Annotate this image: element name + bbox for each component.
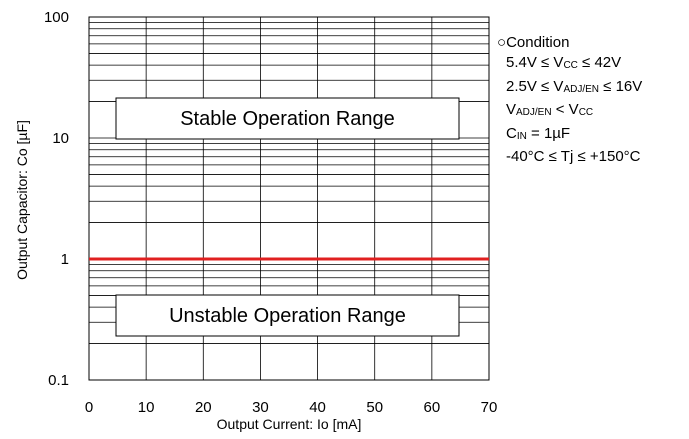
x-tick-label: 40: [309, 399, 326, 416]
condition-vadj-range: 2.5V ≤ VADJ/EN ≤ 16V: [506, 77, 643, 95]
conditions-heading: ○Condition: [497, 34, 570, 51]
annotations: Stable Operation Range Unstable Operatio…: [115, 97, 460, 337]
tick-labels: 0 10 20 30 40 50 60 70 0.1 1 10 100: [44, 9, 497, 416]
unstable-box: [115, 294, 460, 337]
y-tick-label: 0.1: [48, 372, 69, 389]
y-tick-label: 1: [61, 251, 69, 268]
x-tick-label: 10: [138, 399, 155, 416]
stable-range-label: Stable Operation Range: [180, 108, 395, 130]
y-tick-label: 10: [52, 130, 69, 147]
x-tick-label: 70: [481, 399, 498, 416]
unstable-range-label: Unstable Operation Range: [169, 305, 406, 327]
x-tick-label: 0: [85, 399, 93, 416]
plot-frame: [88, 16, 490, 381]
condition-vcc-range: 5.4V ≤ VCC ≤ 42V: [506, 54, 622, 72]
x-tick-label: 60: [424, 399, 441, 416]
x-tick-label: 50: [366, 399, 383, 416]
y-axis-title: Output Capacitor: Co [µF]: [14, 120, 30, 280]
circle-icon: ○: [497, 34, 507, 51]
stable-box: [115, 97, 460, 140]
condition-tj-range: -40°C ≤ Tj ≤ +150°C: [506, 148, 641, 166]
condition-cin: CIN = 1µF: [506, 124, 571, 142]
y-tick-label: 100: [44, 9, 69, 26]
condition-vadj-vcc: VADJ/EN < VCC: [506, 101, 594, 119]
conditions-panel: ○Condition 5.4V ≤ VCC ≤ 42V 2.5V ≤ VADJ/…: [497, 33, 642, 167]
x-tick-label: 30: [252, 399, 269, 416]
x-tick-label: 20: [195, 399, 212, 416]
x-axis-title: Output Current: Io [mA]: [217, 416, 362, 432]
